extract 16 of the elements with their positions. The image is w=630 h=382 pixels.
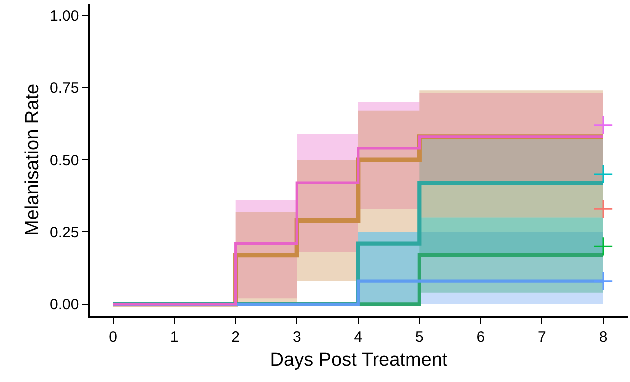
y-tick-label: 0.00 bbox=[50, 296, 80, 314]
x-tick-label: 1 bbox=[170, 328, 179, 346]
y-tick-label: 0.75 bbox=[50, 80, 80, 98]
x-tick-label: 2 bbox=[232, 328, 240, 346]
x-tick-label: 7 bbox=[538, 328, 546, 346]
y-tick-label: 0.25 bbox=[50, 224, 80, 242]
x-tick-label: 4 bbox=[354, 328, 363, 346]
y-tick-label: 1.00 bbox=[50, 8, 80, 25]
y-tick-label: 0.50 bbox=[50, 152, 80, 170]
x-tick-label: 6 bbox=[476, 328, 486, 346]
x-tick-label: 0 bbox=[109, 328, 118, 346]
x-tick-label: 8 bbox=[599, 328, 608, 346]
x-axis-title: Days Post Treatment bbox=[270, 350, 448, 372]
y-axis-title: Melanisation Rate bbox=[22, 84, 44, 236]
x-tick-label: 3 bbox=[292, 328, 302, 346]
x-tick-label: 5 bbox=[415, 328, 424, 346]
